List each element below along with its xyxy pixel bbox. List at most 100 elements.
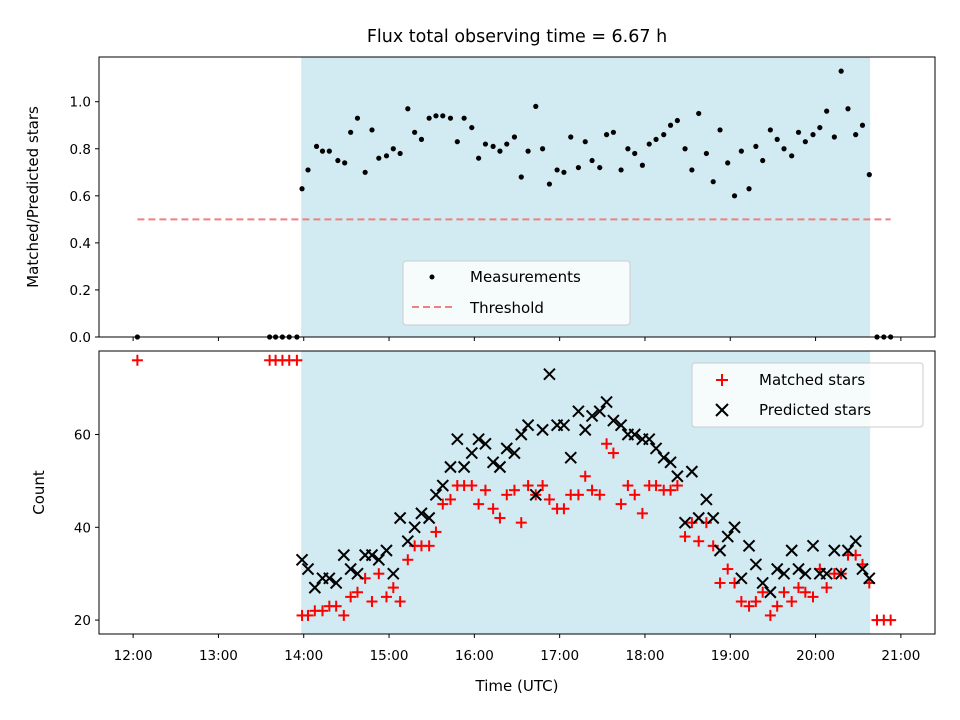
x-tick-label: 13:00 xyxy=(199,648,238,664)
measurement-point xyxy=(746,186,752,192)
measurement-point xyxy=(511,134,518,140)
measurement-point xyxy=(575,164,582,171)
measurement-point xyxy=(342,160,348,166)
predicted-star-marker xyxy=(785,544,798,557)
measurement-point xyxy=(447,115,454,121)
matched-star-marker xyxy=(330,600,342,612)
predicted-stars-points xyxy=(295,367,876,599)
matched-star-marker xyxy=(636,507,648,519)
matched-star-marker xyxy=(487,503,499,515)
matched-star-marker xyxy=(750,596,762,608)
matched-star-marker xyxy=(786,596,798,608)
predicted-star-marker xyxy=(685,465,699,478)
predicted-star-marker xyxy=(706,511,720,525)
measurement-point xyxy=(689,167,695,173)
predicted-star-marker xyxy=(820,567,833,580)
predicted-star-marker xyxy=(600,395,613,409)
measurement-point xyxy=(725,160,731,166)
measurement-point xyxy=(710,179,716,185)
predicted-star-marker xyxy=(671,470,684,483)
measurement-point xyxy=(789,153,795,159)
predicted-star-marker xyxy=(344,562,357,576)
measurement-point xyxy=(674,117,680,124)
measurement-point xyxy=(760,157,766,164)
matched-star-marker xyxy=(345,591,357,603)
measurement-point xyxy=(369,127,375,133)
measurement-point xyxy=(618,167,624,173)
predicted-star-marker xyxy=(856,562,869,576)
predicted-star-marker xyxy=(295,553,309,566)
measurement-points xyxy=(134,68,894,340)
measurement-point xyxy=(354,115,361,121)
measurement-point xyxy=(703,150,709,157)
predicted-star-marker xyxy=(643,432,656,446)
matched-star-marker xyxy=(402,554,414,566)
matched-star-marker xyxy=(479,484,491,496)
matched-star-marker xyxy=(387,582,399,594)
measurement-point xyxy=(774,136,780,142)
matched-star-marker xyxy=(586,484,598,496)
matched-star-marker xyxy=(693,535,705,547)
predicted-star-marker xyxy=(301,562,315,576)
matched-star-marker xyxy=(522,480,534,492)
predicted-star-marker xyxy=(521,419,535,432)
matched-star-marker xyxy=(473,498,485,510)
predicted-star-marker xyxy=(329,576,343,590)
measurement-point xyxy=(845,106,851,112)
matched-star-marker xyxy=(366,596,378,608)
matched-star-marker xyxy=(793,582,805,594)
matched-star-marker xyxy=(764,609,776,621)
measurement-point xyxy=(397,150,403,157)
measurement-point xyxy=(824,108,830,114)
matched-star-marker xyxy=(466,480,478,492)
matched-star-marker xyxy=(572,489,584,501)
predicted-star-marker xyxy=(792,562,805,576)
matched-star-marker xyxy=(650,480,662,492)
measurement-point xyxy=(426,115,432,121)
matched-star-marker xyxy=(735,596,747,608)
matched-star-marker xyxy=(373,568,385,580)
x-tick-label: 21:00 xyxy=(881,648,920,664)
matched-star-marker xyxy=(515,517,527,529)
top-x-ticks xyxy=(132,337,902,341)
measurement-point xyxy=(597,164,603,171)
predicted-star-marker xyxy=(351,567,364,580)
predicted-star-marker xyxy=(728,521,741,534)
top-y-tick-label: 0.4 xyxy=(70,236,91,252)
top-y-tick-label: 0.0 xyxy=(70,330,91,346)
predicted-star-marker xyxy=(700,493,713,506)
chart-title: Flux total observing time = 6.67 h xyxy=(367,27,667,47)
predicted-star-marker xyxy=(387,567,400,580)
bottom-y-tick-label: 40 xyxy=(74,520,91,536)
x-tick-label: 12:00 xyxy=(114,648,153,664)
measurement-point xyxy=(299,186,305,192)
matched-star-marker xyxy=(430,526,442,538)
measurement-point xyxy=(568,134,574,140)
legend-matched-label: Matched stars xyxy=(759,371,865,389)
predicted-star-marker xyxy=(543,367,556,381)
x-tick-label: 17:00 xyxy=(540,648,579,664)
predicted-star-marker xyxy=(451,432,464,446)
matched-star-marker xyxy=(601,438,613,450)
top-y-axis-label: Matched/Predicted stars xyxy=(24,106,42,288)
measurement-point xyxy=(610,129,616,135)
matched-star-marker xyxy=(729,577,741,589)
measurement-point xyxy=(767,127,773,133)
top-legend-box xyxy=(402,260,631,326)
predicted-star-marker xyxy=(749,558,763,571)
measurement-point xyxy=(326,148,332,154)
measurement-point xyxy=(497,148,503,154)
predicted-star-marker xyxy=(365,548,379,562)
matched-star-marker xyxy=(622,480,634,492)
measurement-point xyxy=(362,169,368,175)
predicted-star-marker xyxy=(834,567,848,580)
predicted-star-marker xyxy=(564,451,577,464)
predicted-star-marker xyxy=(408,521,421,534)
predicted-star-marker xyxy=(500,442,513,455)
predicted-star-marker xyxy=(529,488,542,502)
measurement-point xyxy=(533,103,539,110)
measurement-point xyxy=(490,143,496,150)
measurement-point xyxy=(390,146,396,152)
matched-star-marker xyxy=(380,591,392,603)
measurement-point xyxy=(482,141,489,147)
